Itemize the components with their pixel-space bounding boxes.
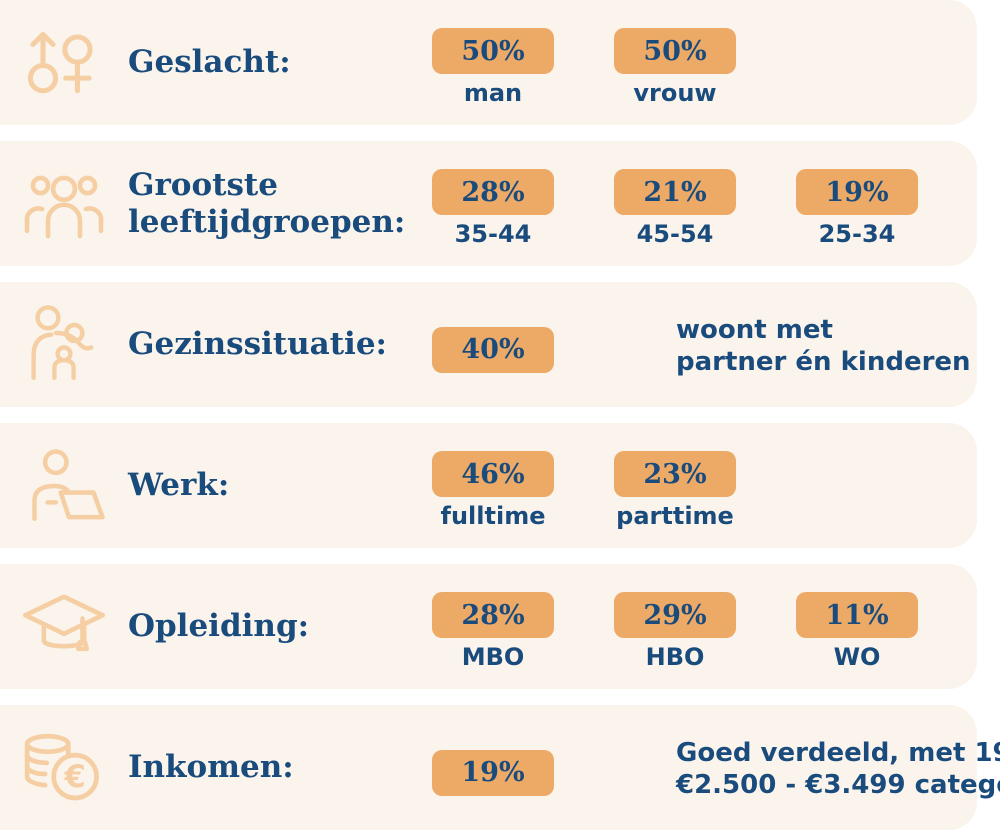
graduation-cap-icon	[0, 590, 128, 664]
stat-badge: 19%	[796, 169, 918, 215]
row-title: Gezinssituatie:	[128, 326, 388, 363]
stats-group: 19% Goed verdeeld, met 19% in de €2.500 …	[432, 738, 1000, 801]
family-icon	[0, 304, 128, 386]
stats-group: 28% MBO 29% HBO 11% WO	[432, 592, 978, 671]
stat-badge: 11%	[796, 592, 918, 638]
stat-badge: 29%	[614, 592, 736, 638]
stat-value: 50%	[643, 35, 707, 67]
stat-column: 40%	[432, 326, 554, 373]
stat-note: Goed verdeeld, met 19% in de €2.500 - €3…	[676, 738, 1000, 801]
stat-badge: 23%	[614, 451, 736, 497]
stat-value: 28%	[461, 176, 525, 208]
stat-note: woont met partner én kinderen	[676, 315, 971, 378]
stat-column: 21% 45-54	[614, 169, 736, 248]
row-leeftijdgroepen: Grootste leeftijdgroepen: 28% 35-44 21% …	[0, 141, 977, 266]
stat-label: man	[463, 79, 523, 107]
stat-value: 50%	[461, 35, 525, 67]
stat-label: fulltime	[440, 502, 546, 530]
stat-value: 28%	[461, 599, 525, 631]
stat-column: 11% WO	[796, 592, 918, 671]
stats-group: 46% fulltime 23% parttime	[432, 451, 796, 530]
stat-value: 11%	[825, 599, 889, 631]
stats-group: 50% man 50% vrouw	[432, 28, 796, 107]
stat-column: 29% HBO	[614, 592, 736, 671]
stat-badge: 21%	[614, 169, 736, 215]
stat-label: 45-54	[636, 220, 714, 248]
note-line: Goed verdeeld, met 19% in de	[676, 737, 1000, 768]
stat-value: 29%	[643, 599, 707, 631]
stat-column: 28% 35-44	[432, 169, 554, 248]
row-title: Werk:	[128, 467, 230, 504]
row-gezinssituatie: Gezinssituatie: 40% woont met partner én…	[0, 282, 977, 407]
stat-badge: 28%	[432, 592, 554, 638]
stat-label: 25-34	[818, 220, 896, 248]
row-title: Opleiding:	[128, 608, 310, 645]
stat-column: 19% 25-34	[796, 169, 918, 248]
note-line: partner én kinderen	[676, 346, 971, 377]
stat-value: 19%	[825, 176, 889, 208]
row-werk: Werk: 46% fulltime 23% parttime	[0, 423, 977, 548]
stats-group: 40% woont met partner én kinderen	[432, 315, 971, 378]
row-title: Geslacht:	[128, 44, 291, 81]
row-title: Inkomen:	[128, 749, 294, 786]
gender-icon	[0, 25, 128, 101]
stat-badge: 28%	[432, 169, 554, 215]
row-title: Grootste leeftijdgroepen:	[128, 166, 406, 240]
euro-coins-icon: €	[0, 732, 128, 804]
stat-label: 35-44	[454, 220, 532, 248]
stat-badge: 40%	[432, 326, 554, 373]
stat-badge: 46%	[432, 451, 554, 497]
stat-value: 40%	[461, 334, 525, 365]
stat-label: vrouw	[633, 79, 717, 107]
svg-text:€: €	[63, 758, 85, 794]
age-groups-icon	[0, 168, 128, 240]
stat-value: 21%	[643, 176, 707, 208]
stat-label: parttime	[616, 502, 734, 530]
stat-badge: 50%	[432, 28, 554, 74]
work-laptop-icon	[0, 448, 128, 524]
stats-group: 28% 35-44 21% 45-54 19% 25-34	[432, 169, 978, 248]
stat-column: 28% MBO	[432, 592, 554, 671]
stat-label: MBO	[461, 643, 525, 671]
stat-column: 50% man	[432, 28, 554, 107]
note-line: woont met	[676, 314, 833, 345]
stat-column: 46% fulltime	[432, 451, 554, 530]
stat-column: 50% vrouw	[614, 28, 736, 107]
stat-column: 23% parttime	[614, 451, 736, 530]
stat-label: HBO	[645, 643, 705, 671]
note-line: €2.500 - €3.499 categorie	[676, 769, 1000, 800]
stat-badge: 50%	[614, 28, 736, 74]
stat-value: 23%	[643, 458, 707, 490]
row-inkomen: € Inkomen: 19% Goed verdeeld, met 19% in…	[0, 705, 1000, 830]
stat-value: 19%	[461, 757, 525, 788]
row-geslacht: Geslacht: 50% man 50% vrouw	[0, 0, 977, 125]
stat-label: WO	[833, 643, 881, 671]
row-opleiding: Opleiding: 28% MBO 29% HBO 11% WO	[0, 564, 977, 689]
stat-badge: 19%	[432, 749, 554, 796]
stat-value: 46%	[461, 458, 525, 490]
stat-column: 19%	[432, 749, 554, 796]
